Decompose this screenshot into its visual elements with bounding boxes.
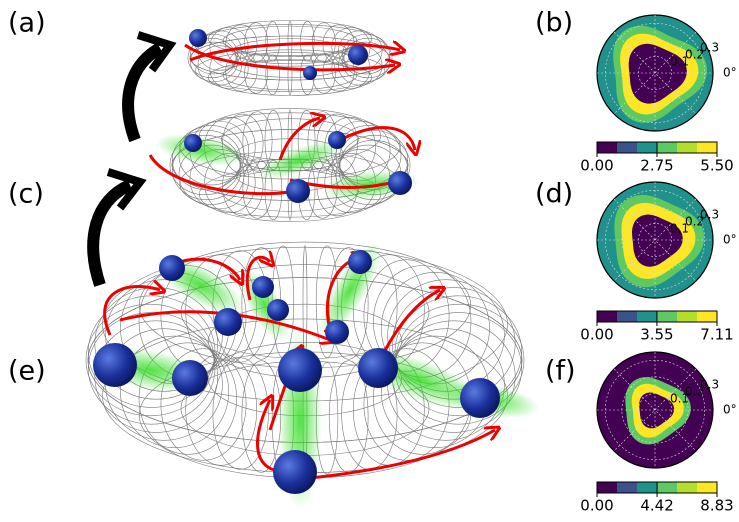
colorbar-band: [617, 311, 637, 322]
particle: [348, 45, 368, 65]
wire: [288, 21, 292, 61]
angle-tick-label: 0°: [723, 403, 737, 417]
tori: [86, 21, 542, 510]
colorbar-tick-label: 5.50: [700, 157, 733, 175]
particle: [460, 378, 500, 418]
particle: [303, 66, 317, 80]
r-tick-label: 0.3: [700, 40, 719, 54]
colorbar-tick-label: 0.00: [580, 497, 613, 515]
wire: [223, 26, 357, 55]
particle: [388, 171, 412, 195]
colorbar-band: [657, 142, 677, 153]
colorbar-tick-label: 7.11: [700, 326, 733, 344]
colorbar-tick-label: 0.00: [580, 326, 613, 344]
colorbar-band: [677, 311, 697, 322]
colorbar-band: [697, 482, 717, 493]
particle: [267, 299, 289, 321]
colorbar-tick-label: 3.55: [640, 326, 673, 344]
panel-label: (a): [8, 8, 46, 39]
polar-plots: 0.10.20.30°0.002.755.500.10.20.30°0.003.…: [580, 15, 736, 515]
particle: [184, 134, 202, 152]
panel-label: (f): [545, 356, 576, 387]
colorbar-band: [617, 142, 637, 153]
colorbar-tick-label: 8.83: [700, 497, 733, 515]
angle-tick-label: 0°: [723, 66, 737, 80]
panel-label: (e): [8, 356, 46, 387]
particle: [328, 131, 346, 149]
colorbar-band: [597, 482, 617, 493]
r-tick-label: 0.3: [700, 207, 719, 221]
particle: [358, 348, 398, 388]
colorbar-band: [597, 142, 617, 153]
trajectory: [105, 286, 160, 335]
colorbar-band: [597, 311, 617, 322]
colorbar-band: [697, 311, 717, 322]
colorbar-band: [677, 482, 697, 493]
particle: [93, 343, 137, 387]
black-arrows: [93, 35, 170, 285]
particle: [273, 450, 317, 494]
colorbar-tick-label: 4.42: [640, 497, 673, 515]
particle: [325, 320, 349, 344]
particle: [159, 255, 185, 281]
particle: [189, 29, 207, 47]
particle: [286, 179, 310, 203]
particle: [172, 360, 208, 396]
glow: [309, 234, 392, 345]
colorbar-band: [637, 142, 657, 153]
wire: [288, 55, 292, 95]
colorbar-tick-label: 2.75: [640, 157, 673, 175]
colorbar-band: [657, 482, 677, 493]
colorbar-tick-label: 0.00: [580, 157, 613, 175]
colorbar-band: [637, 482, 657, 493]
colorbar-band: [617, 482, 637, 493]
colorbar-band: [697, 142, 717, 153]
r-tick-label: 0.3: [700, 377, 719, 391]
particle: [348, 250, 372, 274]
trajectory: [340, 128, 415, 150]
panel-label: (d): [535, 179, 573, 210]
colorbar-band: [677, 142, 697, 153]
panel-label: (b): [535, 8, 573, 39]
particle: [214, 308, 242, 336]
particle: [278, 348, 322, 392]
angle-tick-label: 0°: [723, 233, 737, 247]
colorbar-band: [637, 311, 657, 322]
particle: [252, 276, 274, 298]
colorbar-band: [657, 311, 677, 322]
figure: 0.10.20.30°0.002.755.500.10.20.30°0.003.…: [0, 0, 739, 522]
panel-label: (c): [8, 179, 44, 210]
